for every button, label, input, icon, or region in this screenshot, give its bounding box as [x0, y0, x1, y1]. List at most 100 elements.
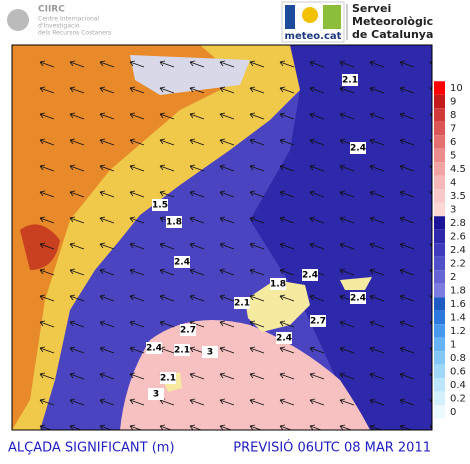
- contour-label-bg: [174, 344, 190, 356]
- wave-arrow: [189, 242, 205, 250]
- wave-arrow: [189, 216, 205, 224]
- wave-arrow: [99, 190, 115, 198]
- legend-swatch: [434, 337, 445, 352]
- wave-arrow: [159, 320, 175, 328]
- wave-arrow: [249, 138, 265, 146]
- contour-label: 1.5: [152, 201, 168, 211]
- legend-label: 2.8: [450, 218, 466, 229]
- contour-label: 2.4: [302, 271, 318, 281]
- legend-label: 5: [450, 151, 456, 162]
- logo-text: Centre Internacional: [38, 16, 100, 23]
- land-peak: [20, 224, 60, 270]
- wave-arrow: [69, 164, 85, 172]
- contour-label-bg: [174, 256, 190, 268]
- wave-arrow: [249, 424, 263, 430]
- contour-label-bg: [276, 332, 292, 344]
- wave-arrow: [39, 112, 55, 120]
- legend-label: 6: [450, 137, 456, 148]
- wave-arrow: [399, 372, 415, 380]
- legend-swatch: [434, 324, 445, 338]
- wave-arrow: [39, 268, 55, 276]
- wave-arrow: [39, 86, 55, 94]
- wave-arrow: [99, 86, 115, 94]
- wave-arrow: [279, 424, 293, 430]
- wave-arrow: [249, 320, 265, 328]
- wave-arrow: [69, 320, 85, 328]
- wave-arrow: [219, 112, 235, 120]
- wave-arrow: [399, 112, 415, 120]
- wave-arrow: [279, 216, 295, 224]
- contour-label-bg: [270, 278, 286, 290]
- wave-arrow: [369, 424, 383, 430]
- legend-swatch: [434, 216, 445, 230]
- legend-swatch: [434, 108, 445, 122]
- wave-arrow: [369, 86, 385, 94]
- wave-arrow: [219, 164, 235, 172]
- wave-arrow: [369, 268, 385, 276]
- contour-label: 3: [153, 390, 159, 400]
- wave-arrow: [339, 398, 355, 406]
- wave-arrow: [249, 268, 265, 276]
- wave-arrow: [399, 242, 415, 250]
- wave-arrow: [129, 294, 145, 302]
- legend-label: 2.2: [450, 259, 466, 270]
- wave-arrow: [339, 60, 355, 68]
- wave-arrow: [309, 190, 325, 198]
- wave-arrow: [279, 346, 295, 354]
- wave-arrow: [129, 242, 145, 250]
- legend-swatch: [434, 256, 445, 271]
- logo-text: Servei: [352, 2, 391, 15]
- contour-label-bg: [310, 315, 326, 327]
- wave-arrow: [99, 216, 115, 224]
- legend-swatch: [434, 81, 445, 95]
- wave-arrow: [69, 372, 85, 380]
- wave-arrow: [69, 112, 85, 120]
- wave-arrow: [309, 112, 325, 120]
- wave-arrow: [69, 190, 85, 198]
- legend-swatch: [434, 297, 445, 311]
- legend-label: 4.5: [450, 164, 466, 175]
- contour-label-bg: [202, 346, 218, 358]
- wave-arrow: [219, 138, 235, 146]
- wave-arrow: [369, 294, 385, 302]
- logo-mark: [7, 9, 29, 31]
- wave-arrow: [219, 268, 235, 276]
- wave-arrow: [249, 60, 265, 68]
- wave-arrow: [309, 294, 325, 302]
- wave-arrow: [339, 216, 355, 224]
- legend-swatch: [434, 202, 445, 217]
- wave-arrow: [69, 138, 85, 146]
- wave-arrow: [39, 346, 55, 354]
- contour-label: 2.4: [350, 144, 366, 154]
- legend-swatch: [434, 283, 445, 298]
- contour-label-bg: [148, 388, 164, 400]
- wave-arrow: [399, 60, 415, 68]
- logo-name: meteo.cat: [285, 31, 342, 42]
- wave-arrow: [69, 60, 85, 68]
- wave-arrow: [399, 86, 415, 94]
- legend-swatch: [434, 94, 445, 109]
- footer-date: PREVISIÓ 06UTC 08 MAR 2011: [233, 440, 431, 456]
- wave-arrow: [189, 86, 205, 94]
- wave-arrow: [369, 60, 385, 68]
- wave-arrow: [279, 320, 295, 328]
- wave-arrow: [309, 424, 323, 430]
- legend-swatch: [434, 270, 445, 284]
- wave-arrow: [369, 112, 385, 120]
- wave-arrow: [279, 86, 295, 94]
- wave-arrow: [69, 86, 85, 94]
- wave-arrow: [69, 294, 85, 302]
- legend-label: 0.8: [450, 353, 466, 364]
- wave-arrow: [369, 216, 385, 224]
- wave-arrow: [279, 398, 295, 406]
- logo-text: d'Investigació: [38, 23, 80, 30]
- legend-label: 3.5: [450, 191, 466, 202]
- contour-label: 2.4: [146, 344, 162, 354]
- wave-arrow: [249, 242, 265, 250]
- contour-label-bg: [350, 292, 366, 304]
- wave-arrow: [339, 242, 355, 250]
- wave-arrow: [189, 138, 205, 146]
- logo-mark: [285, 5, 295, 29]
- wave-arrow: [249, 86, 265, 94]
- wave-arrow: [399, 320, 415, 328]
